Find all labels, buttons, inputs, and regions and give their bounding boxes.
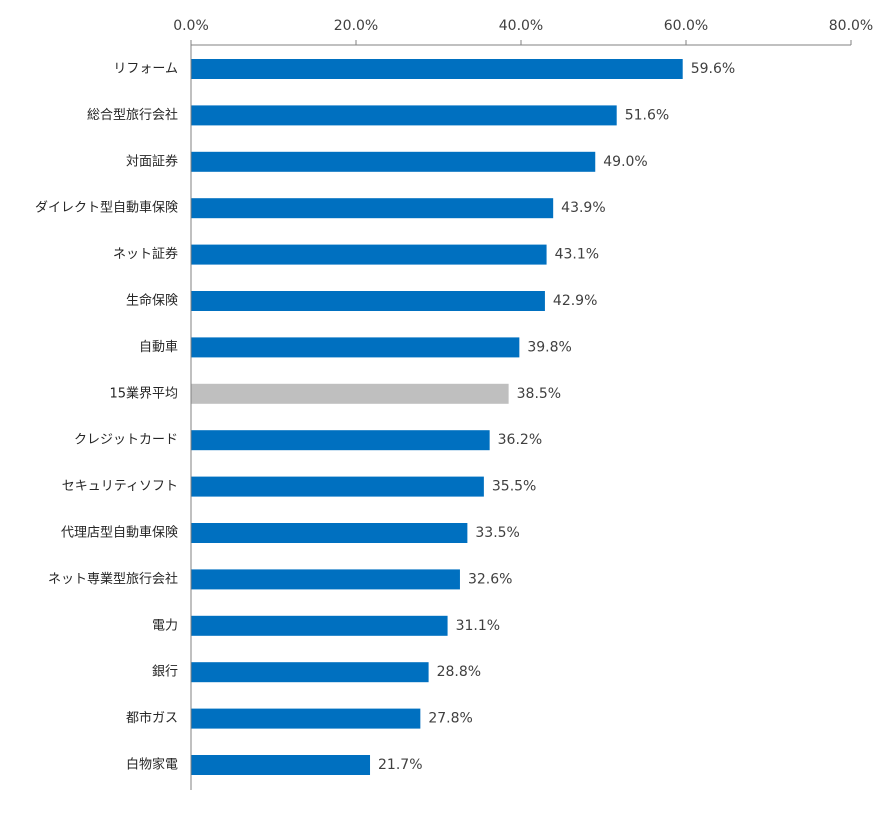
data-label: 39.8% bbox=[527, 339, 571, 355]
data-label: 36.2% bbox=[498, 432, 542, 448]
category-label: 電力 bbox=[152, 618, 178, 633]
category-label: 銀行 bbox=[152, 665, 178, 680]
data-label: 59.6% bbox=[691, 61, 735, 77]
x-tick-label: 20.0% bbox=[334, 18, 378, 34]
category-label: 生命保険 bbox=[126, 293, 178, 309]
data-label: 27.8% bbox=[428, 711, 472, 727]
bar bbox=[191, 59, 683, 79]
bar bbox=[191, 662, 429, 683]
data-label: 33.5% bbox=[475, 525, 519, 541]
category-label: 代理店型自動車保険 bbox=[61, 526, 178, 541]
bar bbox=[191, 151, 596, 172]
x-tick-label: 0.0% bbox=[173, 18, 209, 34]
data-label: 32.6% bbox=[468, 571, 512, 587]
data-label: 43.9% bbox=[561, 200, 605, 216]
category-label: 自動車 bbox=[139, 340, 178, 355]
bar bbox=[191, 337, 520, 358]
bar bbox=[191, 523, 468, 543]
bar bbox=[191, 569, 460, 590]
data-labels: 59.6% 51.6% 49.0% 43.9% 43.1% 42.9% 39.8% 38.5%… bbox=[378, 61, 735, 773]
bar bbox=[191, 198, 554, 219]
bar bbox=[191, 430, 490, 451]
bar-average bbox=[191, 383, 509, 404]
data-label: 49.0% bbox=[603, 154, 647, 170]
x-tick-label: 80.0% bbox=[829, 18, 873, 34]
category-label: 15業界平均 bbox=[109, 385, 178, 401]
category-label: ダイレクト型自動車保険 bbox=[35, 201, 178, 216]
category-label: セキュリティソフト bbox=[62, 479, 178, 494]
category-label: リフォーム bbox=[113, 62, 178, 77]
category-label: ネット証券 bbox=[113, 246, 178, 262]
data-label: 31.1% bbox=[456, 618, 500, 634]
category-label: 白物家電 bbox=[126, 757, 178, 773]
data-label: 43.1% bbox=[555, 247, 599, 263]
bar bbox=[191, 755, 371, 775]
category-label: 総合型旅行会社 bbox=[87, 107, 178, 123]
data-label: 42.9% bbox=[553, 293, 597, 309]
bar bbox=[191, 615, 448, 636]
data-label: 28.8% bbox=[437, 664, 481, 680]
category-label: 都市ガス bbox=[126, 710, 178, 726]
data-label: 51.6% bbox=[625, 107, 669, 123]
x-tick-label: 40.0% bbox=[499, 18, 543, 34]
category-label: クレジットカード bbox=[74, 433, 178, 448]
category-label: 対面証券 bbox=[126, 153, 178, 169]
data-label: 38.5% bbox=[517, 386, 561, 402]
bar bbox=[191, 708, 421, 729]
data-label: 21.7% bbox=[378, 757, 422, 773]
bar bbox=[191, 244, 547, 265]
bar bbox=[191, 105, 617, 126]
x-tick-label: 60.0% bbox=[664, 18, 708, 34]
bars bbox=[191, 59, 683, 775]
x-axis-ticks: 0.0% 20.0% 40.0% 60.0% 80.0% bbox=[173, 18, 873, 46]
data-label: 35.5% bbox=[492, 479, 536, 495]
bar bbox=[191, 476, 484, 497]
category-label: ネット専業型旅行会社 bbox=[48, 571, 178, 587]
bar bbox=[191, 291, 545, 311]
